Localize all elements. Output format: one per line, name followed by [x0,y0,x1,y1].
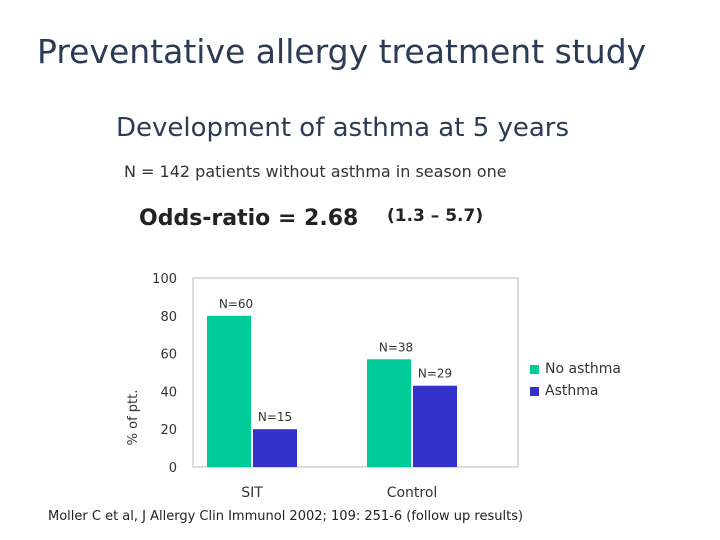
odds-ratio-ci: (1.3 – 5.7) [387,206,484,226]
y-tick-label: 100 [152,272,177,287]
legend-item-asthma: Asthma [530,380,621,402]
y-tick-label: 0 [169,461,177,476]
y-tick-label: 20 [160,423,177,438]
bar-control-asthma [413,385,457,467]
legend-swatch-no-asthma [530,364,539,374]
legend-swatch-asthma [530,386,539,396]
plot-area [192,277,519,468]
x-category-label: SIT [241,485,263,501]
legend-label-asthma: Asthma [545,383,599,399]
bar-data-label: N=15 [258,410,292,424]
chart-legend: No asthma Asthma [530,358,621,402]
legend-item-no-asthma: No asthma [530,358,621,380]
odds-ratio-label: Odds-ratio = 2.68 [139,206,359,231]
y-tick-label: 60 [160,348,177,363]
y-tick-label: 80 [160,310,177,325]
citation: Moller C et al, J Allergy Clin Immunol 2… [48,509,524,524]
slide-title: Preventative allergy treatment study [37,32,647,71]
bar-data-label: N=38 [379,340,413,354]
bar-data-label: N=29 [418,367,452,381]
patient-count-text: N = 142 patients without asthma in seaso… [124,162,507,181]
y-axis-label: % of ptt. [126,390,141,446]
bar-sit-no-asthma [207,315,251,467]
slide-subtitle: Development of asthma at 5 years [116,113,570,143]
legend-label-no-asthma: No asthma [545,361,621,377]
bar-control-no-asthma [367,359,411,467]
y-tick-label: 40 [160,385,177,400]
bar-data-label: N=60 [219,297,253,311]
bar-sit-asthma [253,429,297,467]
x-category-label: Control [387,485,438,501]
